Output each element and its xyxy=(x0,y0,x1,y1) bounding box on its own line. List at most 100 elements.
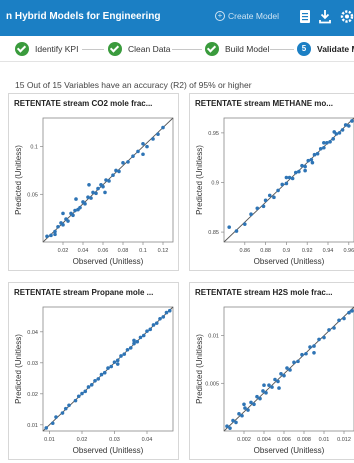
y-axis-label: Predicted (Unitless) xyxy=(14,334,23,404)
data-point xyxy=(331,137,335,141)
data-point xyxy=(76,394,81,399)
step-build-model[interactable]: Build Model xyxy=(205,41,269,57)
data-point xyxy=(115,362,120,366)
data-point xyxy=(49,233,53,238)
data-point xyxy=(66,219,70,223)
step-identify-kpi[interactable]: Identify KPI xyxy=(15,41,78,57)
x-tick-label: 0.012 xyxy=(337,437,351,443)
x-tick-label: 0.006 xyxy=(277,437,291,443)
data-point xyxy=(243,406,247,410)
step-validate-model[interactable]: 5 Validate M xyxy=(297,41,354,57)
scatter-plot: 0.002 0.004 0.006 0.008 0.01 0.012 0.005 0.01 Ob… xyxy=(195,306,354,455)
data-point xyxy=(128,346,133,350)
plus-icon: + xyxy=(215,11,225,21)
data-point xyxy=(332,130,337,134)
scatter-plot: 0.86 0.88 0.9 0.92 0.94 0.96 0.85 0.9 0.95 Observ… xyxy=(195,117,354,266)
data-point xyxy=(73,208,77,213)
data-point xyxy=(297,169,301,174)
data-point xyxy=(327,328,331,332)
data-point xyxy=(282,373,286,378)
data-point xyxy=(347,124,351,128)
data-point xyxy=(89,196,93,200)
data-point xyxy=(312,344,316,348)
chart-card-propane[interactable]: RETENTATE stream Propane mole ... 0.01 0.… xyxy=(8,282,179,460)
data-point xyxy=(309,157,314,162)
x-axis-label: Observed (Unitless) xyxy=(254,446,325,455)
step-clean-data[interactable]: Clean Data xyxy=(108,41,171,57)
data-point xyxy=(117,169,121,174)
data-point xyxy=(158,316,162,321)
data-point xyxy=(303,168,307,173)
data-point xyxy=(337,318,341,323)
x-tick-label: 0.04 xyxy=(142,437,153,443)
data-point xyxy=(225,424,229,429)
data-point xyxy=(119,354,123,358)
data-point xyxy=(74,197,78,201)
check-icon xyxy=(108,42,122,56)
data-point xyxy=(343,123,348,127)
data-point xyxy=(267,193,272,198)
data-point xyxy=(300,352,304,357)
data-point xyxy=(332,326,336,330)
data-point xyxy=(86,195,90,199)
data-point xyxy=(67,403,71,408)
x-tick-label: 0.03 xyxy=(109,437,120,443)
data-point xyxy=(45,234,49,239)
step-wizard: Identify KPI Clean Data Build Model 5 Va… xyxy=(0,36,354,62)
data-point xyxy=(112,360,117,364)
data-point xyxy=(145,329,149,333)
scatter-plot: 0.02 0.04 0.06 0.08 0.1 0.12 0.05 0.1 Observed (… xyxy=(14,117,174,266)
y-tick-label: 0.03 xyxy=(27,361,38,367)
create-model-button[interactable]: + Create Model xyxy=(215,11,279,21)
data-point xyxy=(340,128,345,132)
x-tick-label: 0.96 xyxy=(343,248,354,254)
data-point xyxy=(99,372,104,377)
chart-card-h2s[interactable]: RETENTATE stream H2S mole frac... 0.002 0… xyxy=(189,282,354,460)
data-point xyxy=(164,310,169,315)
data-point xyxy=(325,141,329,145)
chart-title: RETENTATE stream METHANE mo... xyxy=(195,99,333,108)
data-point xyxy=(91,190,95,195)
data-point xyxy=(249,212,253,217)
data-point xyxy=(122,352,127,356)
data-point xyxy=(227,225,231,229)
data-point xyxy=(132,341,136,346)
data-point xyxy=(261,204,266,209)
data-point xyxy=(154,321,159,325)
x-tick-label: 0.06 xyxy=(98,248,109,254)
y-tick-label: 0.01 xyxy=(208,334,219,340)
data-point xyxy=(228,426,232,430)
step-connector xyxy=(172,49,202,50)
data-point xyxy=(290,176,295,181)
x-tick-label: 0.86 xyxy=(239,248,250,254)
data-point xyxy=(350,119,354,123)
y-tick-label: 0.1 xyxy=(30,145,38,151)
x-tick-label: 0.01 xyxy=(44,437,55,443)
document-icon[interactable] xyxy=(298,9,312,24)
chart-card-co2[interactable]: RETENTATE stream CO2 mole frac... 0.02 0.… xyxy=(8,93,179,271)
data-point xyxy=(111,173,115,178)
data-point xyxy=(78,205,82,210)
data-point xyxy=(148,327,153,332)
data-point xyxy=(277,386,281,390)
data-point xyxy=(322,141,326,145)
settings-icon[interactable] xyxy=(340,9,354,24)
data-point xyxy=(102,370,107,375)
x-tick-label: 0.88 xyxy=(260,248,271,254)
data-point xyxy=(261,389,265,393)
x-axis-label: Observed (Unitless) xyxy=(73,446,144,455)
download-icon[interactable] xyxy=(318,9,332,24)
data-point xyxy=(312,152,317,157)
x-tick-label: 0.01 xyxy=(319,437,330,443)
data-point xyxy=(252,402,256,407)
data-point xyxy=(135,339,140,344)
data-point xyxy=(300,163,304,168)
data-point xyxy=(263,198,268,203)
chart-card-methane[interactable]: RETENTATE stream METHANE mo... 0.86 0.88 0… xyxy=(189,93,354,271)
data-point xyxy=(342,316,346,321)
y-axis-label: Predicted (Unitless) xyxy=(195,334,204,404)
data-point xyxy=(243,222,247,226)
data-point xyxy=(101,184,105,189)
data-point xyxy=(96,377,101,381)
data-point xyxy=(315,151,320,156)
